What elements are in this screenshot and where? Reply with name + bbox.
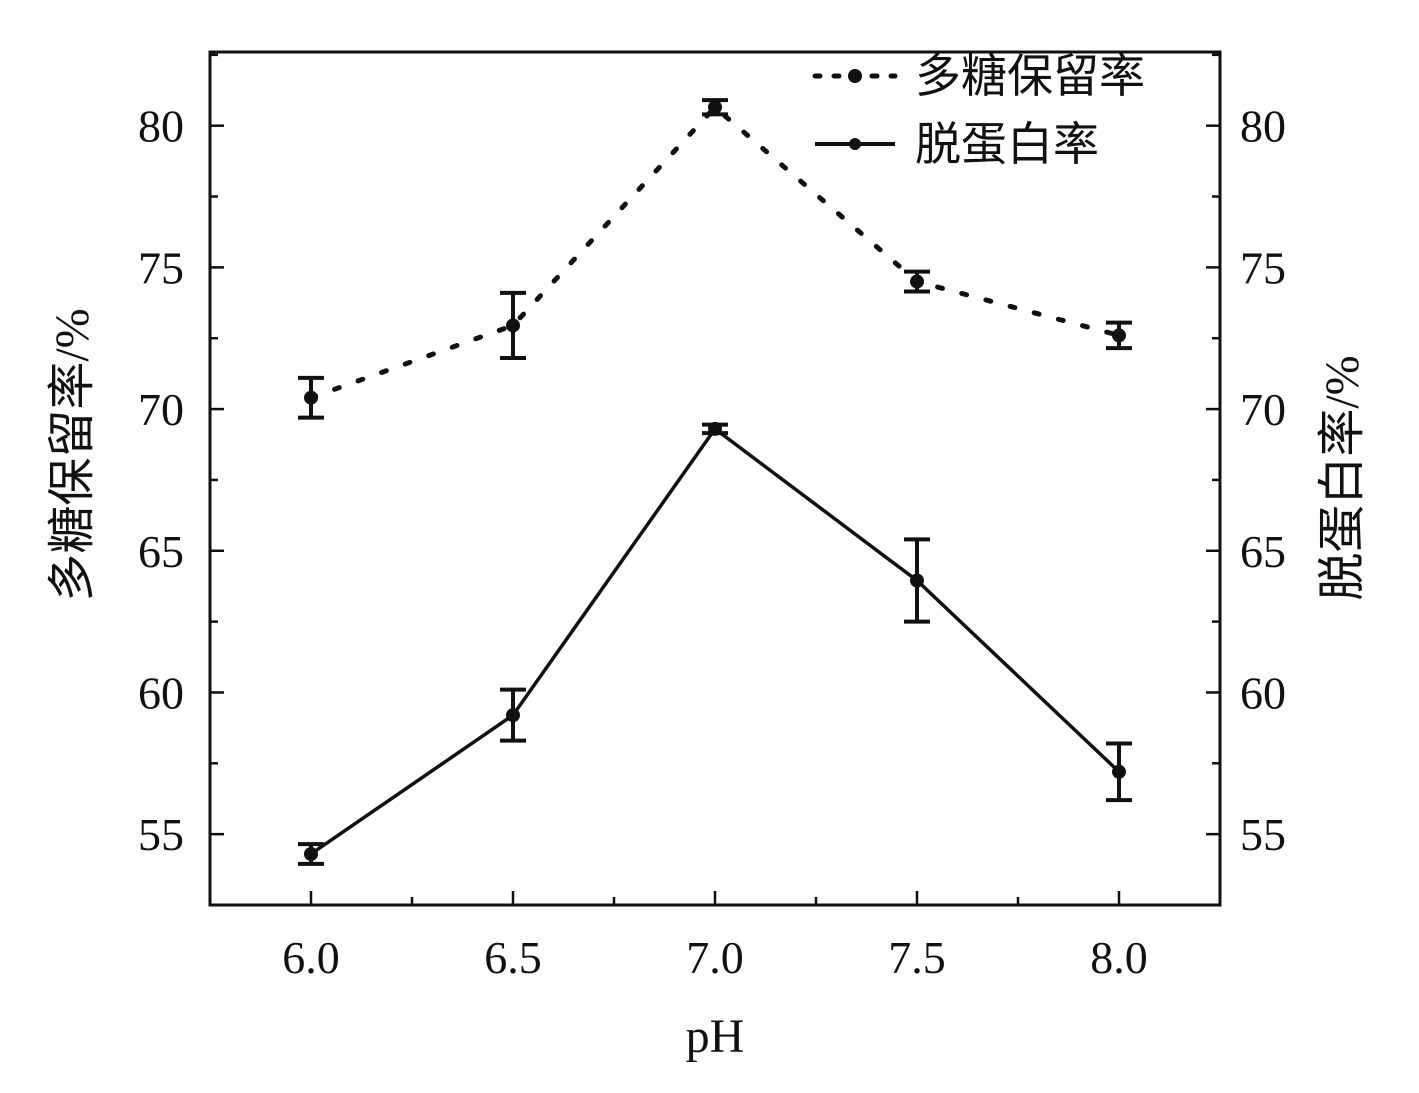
y-right-tick-label: 80	[1240, 101, 1286, 152]
x-tick-label: 7.0	[686, 932, 744, 983]
y-right-tick-label: 75	[1240, 242, 1286, 293]
x-axis-title: pH	[686, 1010, 745, 1063]
data-point	[304, 846, 318, 861]
x-tick-label: 6.0	[282, 932, 340, 983]
data-point	[708, 421, 722, 436]
y-left-tick-label: 65	[138, 526, 184, 577]
y-right-tick-label: 70	[1240, 384, 1286, 435]
data-point	[910, 573, 924, 588]
y-left-tick-label: 60	[138, 667, 184, 718]
x-tick-label: 7.5	[888, 932, 946, 983]
data-point	[304, 390, 318, 405]
y-left-tick-label: 75	[138, 242, 184, 293]
y-left-tick-label: 80	[138, 101, 184, 152]
series-line	[308, 103, 1122, 401]
x-tick-label: 8.0	[1090, 932, 1148, 983]
series-0	[298, 98, 1132, 420]
plot-frame	[208, 50, 1222, 907]
data-point	[910, 274, 924, 289]
legend-marker-deproteinization	[849, 138, 861, 150]
series-line	[310, 426, 1121, 856]
series-1	[298, 421, 1132, 866]
series-layer	[298, 98, 1132, 866]
legend-label-deproteinization: 脱蛋白率	[915, 119, 1099, 170]
y-right-tick-label: 65	[1240, 526, 1286, 577]
data-point	[1112, 764, 1126, 779]
y-right-tick-label: 60	[1240, 667, 1286, 718]
data-point	[1112, 328, 1126, 343]
y-axis-left-title: 多糖保留率/%	[46, 308, 99, 601]
y-left-tick-label: 55	[138, 809, 184, 860]
legend: 多糖保留率 脱蛋白率	[812, 51, 1145, 170]
x-tick-label: 6.5	[484, 932, 542, 983]
y-axis-right-title: 脱蛋白率/%	[1316, 355, 1369, 600]
ticks: 6.0 6.5 7.0 7.5 8.0 55 55 60 60 65 65 70 70 75 75 80 80	[138, 53, 1286, 983]
legend-marker-polysaccharide	[848, 69, 862, 83]
data-point	[506, 318, 520, 333]
y-left-tick-label: 70	[138, 384, 184, 435]
y-right-tick-label: 55	[1240, 809, 1286, 860]
data-point	[708, 100, 722, 115]
data-point	[506, 708, 520, 723]
legend-label-polysaccharide: 多糖保留率	[915, 51, 1145, 102]
